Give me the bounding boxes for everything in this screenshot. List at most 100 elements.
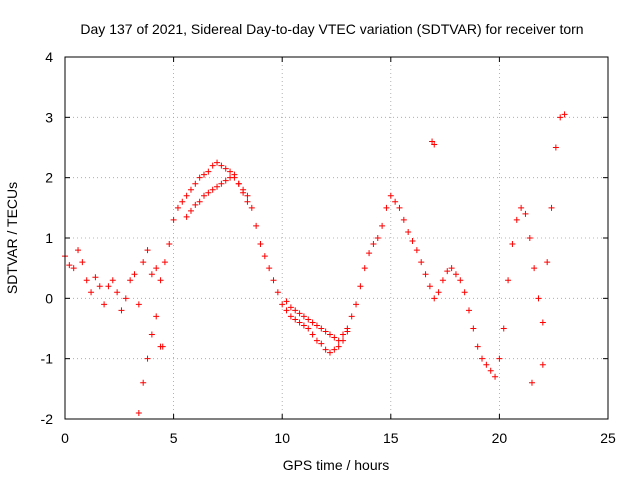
data-point (201, 171, 208, 178)
axis-ticks: 0 5 10 15 20 25 -2 -1 0 1 2 3 4 (41, 49, 616, 446)
data-point (400, 216, 407, 223)
data-point (409, 238, 416, 245)
data-point (248, 204, 255, 211)
data-point (418, 259, 425, 266)
data-point (318, 325, 325, 332)
data-point (196, 174, 203, 181)
data-point (209, 162, 216, 169)
data-point (326, 331, 333, 338)
data-point (309, 331, 316, 338)
x-tick-label: 20 (492, 430, 508, 446)
y-tick-label: 2 (45, 170, 53, 186)
data-point (405, 228, 412, 235)
series-rising-arc (135, 313, 164, 416)
data-point (183, 192, 190, 199)
data-point (83, 277, 90, 284)
data-point (196, 198, 203, 205)
data-point (144, 247, 151, 254)
plot-frame (64, 56, 609, 420)
data-point (353, 301, 360, 308)
data-point (509, 241, 516, 248)
data-point (387, 192, 394, 199)
data-point (261, 253, 268, 260)
data-point (70, 265, 77, 272)
data-point (187, 207, 194, 214)
data-point (496, 355, 503, 362)
data-point (192, 201, 199, 208)
data-point (435, 289, 442, 296)
data-point (335, 343, 342, 350)
data-point (296, 319, 303, 326)
y-tick-label: -1 (41, 351, 54, 367)
data-point (244, 198, 251, 205)
x-tick-label: 5 (170, 430, 178, 446)
data-point (322, 328, 329, 335)
data-point (244, 192, 251, 199)
data-point (148, 331, 155, 338)
data-point (318, 340, 325, 347)
x-tick-label: 10 (274, 430, 290, 446)
data-point (287, 313, 294, 320)
data-point (313, 322, 320, 329)
data-point (483, 361, 490, 368)
data-point (222, 177, 229, 184)
y-tick-label: 1 (45, 230, 53, 246)
data-point (492, 373, 499, 380)
data-point (161, 259, 168, 266)
data-point (457, 277, 464, 284)
data-point (96, 283, 103, 290)
data-point (218, 180, 225, 187)
data-point (148, 271, 155, 278)
data-point (444, 268, 451, 275)
data-point (274, 289, 281, 296)
data-point (222, 165, 229, 172)
data-point (159, 343, 166, 350)
data-point (170, 216, 177, 223)
data-point (266, 265, 273, 272)
data-point (205, 168, 212, 175)
data-point (296, 310, 303, 317)
data-point (340, 331, 347, 338)
data-point (557, 114, 564, 121)
data-point (79, 259, 86, 266)
data-point (331, 334, 338, 341)
data-point (392, 198, 399, 205)
data-point (231, 171, 238, 178)
data-point (561, 111, 568, 118)
data-point (157, 277, 164, 284)
data-point (361, 265, 368, 272)
data-point (396, 204, 403, 211)
data-point (452, 271, 459, 278)
data-point (448, 265, 455, 272)
data-point (183, 213, 190, 220)
data-point (322, 346, 329, 353)
data-point (227, 168, 234, 175)
x-axis-label: GPS time / hours (283, 457, 390, 473)
data-point (500, 325, 507, 332)
data-point (214, 183, 221, 190)
data-point (431, 141, 438, 148)
data-point (309, 319, 316, 326)
data-point (357, 283, 364, 290)
y-tick-label: 3 (45, 109, 53, 125)
data-point (140, 259, 147, 266)
data-point (135, 409, 142, 416)
data-point (305, 325, 312, 332)
data-point (270, 277, 277, 284)
data-point (331, 346, 338, 353)
data-point (300, 313, 307, 320)
data-point (370, 241, 377, 248)
data-point (479, 355, 486, 362)
x-tick-label: 15 (383, 430, 399, 446)
x-tick-label: 25 (600, 430, 616, 446)
data-point (105, 283, 112, 290)
data-point (513, 216, 520, 223)
data-point (235, 180, 242, 187)
data-point (292, 307, 299, 314)
data-point (505, 277, 512, 284)
series-main-trace (62, 111, 568, 380)
data-point (422, 271, 429, 278)
data-point (75, 247, 82, 254)
data-point (88, 289, 95, 296)
data-point (431, 295, 438, 302)
